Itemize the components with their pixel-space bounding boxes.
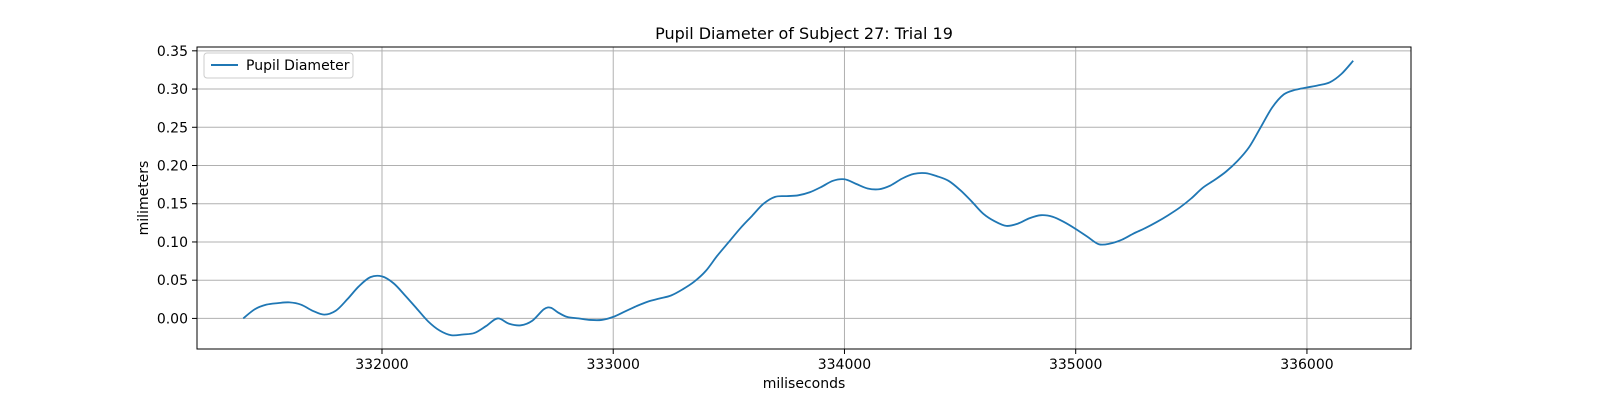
x-tick-label: 334000 xyxy=(818,357,871,373)
x-tick-label: 333000 xyxy=(587,357,640,373)
series-line-pupil-diameter xyxy=(242,60,1354,337)
chart-title: Pupil Diameter of Subject 27: Trial 19 xyxy=(655,24,953,43)
x-tick-label: 335000 xyxy=(1049,357,1102,373)
legend-label: Pupil Diameter xyxy=(246,58,350,74)
y-tick-label: 0.20 xyxy=(157,159,188,175)
y-axis-label: milimeters xyxy=(136,161,152,236)
y-tick-label: 0.10 xyxy=(157,235,188,251)
legend: Pupil Diameter xyxy=(203,52,354,79)
plot-frame xyxy=(196,46,1412,350)
y-tick-label: 0.35 xyxy=(157,44,188,60)
grid-lines xyxy=(197,47,1411,349)
x-tick-label: 332000 xyxy=(355,357,408,373)
y-tick-label: 0.00 xyxy=(157,311,188,327)
series-layer xyxy=(242,60,1354,337)
y-tick-label: 0.30 xyxy=(157,82,188,98)
x-tick-label: 336000 xyxy=(1280,357,1333,373)
plot-area xyxy=(197,47,1411,349)
x-axis-label: miliseconds xyxy=(763,376,846,392)
legend-box xyxy=(203,52,354,79)
y-tick-label: 0.25 xyxy=(157,120,188,136)
y-tick-label: 0.15 xyxy=(157,197,188,213)
axis-ticks: 332000 333000 334000 335000 336000 0.00 0.05 0.… xyxy=(157,44,1334,373)
y-tick-label: 0.05 xyxy=(157,273,188,289)
